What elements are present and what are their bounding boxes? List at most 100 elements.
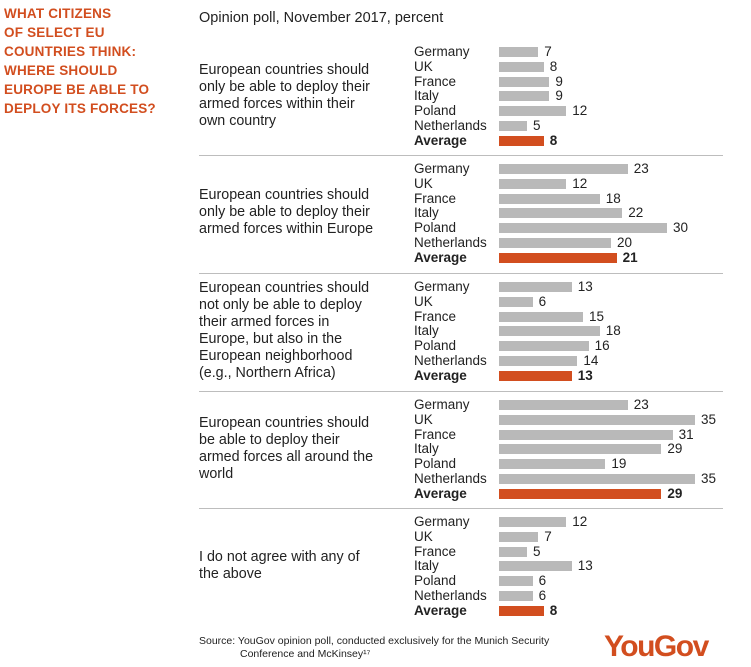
value-label: 19: [611, 456, 627, 472]
country-bar: [499, 561, 572, 572]
category-label: Average: [414, 132, 467, 148]
category-label: France: [414, 190, 457, 206]
question-line: European countries should: [199, 279, 370, 296]
category-label: UK: [414, 528, 433, 544]
question-line: be able to deploy their: [199, 431, 340, 448]
category-label: Poland: [414, 456, 457, 472]
country-bar: [499, 517, 567, 527]
value-label: 13: [577, 367, 593, 383]
value-label: 13: [577, 279, 593, 294]
category-label: Average: [414, 602, 467, 618]
panel-separator: [199, 508, 723, 509]
question-line: their armed forces in: [199, 313, 330, 330]
question-line: only be able to deploy their: [199, 78, 370, 95]
side-title-line: EUROPE BE ABLE TO: [4, 82, 150, 97]
category-label: UK: [414, 175, 433, 191]
category-label: France: [414, 308, 457, 324]
value-label: 23: [633, 161, 649, 176]
value-label: 7: [544, 528, 552, 544]
category-label: Poland: [414, 103, 457, 119]
value-label: 31: [678, 426, 694, 442]
question-line: European countries should: [199, 187, 370, 204]
value-label: 20: [617, 235, 633, 250]
value-label: 35: [701, 411, 717, 427]
value-label: 9: [555, 73, 563, 89]
category-label: Germany: [414, 514, 470, 529]
value-label: 6: [538, 573, 547, 589]
value-label: 23: [633, 397, 649, 412]
category-label: Netherlands: [414, 471, 487, 486]
country-bar: [499, 341, 589, 352]
country-bar: [499, 429, 673, 440]
side-title: WHAT CITIZENS OF SELECT EU COUNTRIES THINK…: [4, 4, 184, 118]
value-label: 12: [572, 103, 588, 119]
country-bar: [499, 121, 527, 131]
category-label: Germany: [414, 397, 470, 412]
category-label: Netherlands: [414, 588, 487, 603]
question-line: only be able to deploy their: [199, 204, 370, 221]
country-bar: [499, 76, 550, 87]
question-text: I do not agree with any of the above: [199, 549, 399, 583]
country-bar: [499, 444, 662, 455]
country-bar: [499, 61, 544, 72]
category-label: Italy: [414, 441, 439, 457]
value-label: 6: [538, 588, 547, 603]
panel-separator: [199, 155, 723, 156]
question-line: I do not agree with any of: [199, 548, 360, 565]
value-label: 8: [549, 602, 558, 618]
value-label: 16: [594, 338, 610, 354]
question-line: not only be able to deploy: [199, 296, 362, 313]
question-text: European countries should not only be abl…: [199, 280, 399, 382]
value-label: 9: [555, 88, 563, 104]
category-label: Netherlands: [414, 353, 487, 368]
source-note: Source: YouGov opinion poll, conducted e…: [199, 635, 549, 661]
category-label: UK: [414, 58, 433, 74]
category-label: Poland: [414, 573, 457, 589]
country-bar: [499, 459, 606, 470]
category-label: Italy: [414, 88, 439, 104]
category-label: Average: [414, 485, 467, 501]
category-label: Netherlands: [414, 235, 487, 250]
question-line: (e.g., Northern Africa): [199, 364, 336, 381]
question-line: European countries should: [199, 414, 370, 431]
category-label: France: [414, 73, 457, 89]
value-label: 18: [605, 323, 621, 339]
country-bar: [499, 531, 539, 542]
value-label: 7: [544, 44, 552, 59]
side-title-line: DEPLOY ITS FORCES?: [4, 101, 156, 116]
question-line: armed forces all around the: [199, 448, 374, 465]
yougov-logo: YouGov: [604, 630, 709, 663]
value-label: 35: [701, 471, 717, 486]
country-bar: [499, 106, 567, 117]
category-label: Poland: [414, 220, 457, 236]
category-label: Poland: [414, 338, 457, 354]
category-label: Germany: [414, 161, 470, 176]
average-bar: [499, 488, 662, 499]
value-label: 29: [667, 485, 683, 501]
country-bar: [499, 326, 600, 337]
country-bar: [499, 311, 583, 322]
average-bar: [499, 605, 544, 616]
question-line: European countries should: [199, 61, 370, 78]
question-line: Europe, but also in the: [199, 330, 343, 347]
value-label: 29: [667, 441, 683, 457]
panel-separator: [199, 391, 723, 392]
average-bar: [499, 135, 544, 146]
average-bar: [499, 370, 572, 381]
category-label: France: [414, 543, 457, 559]
country-bar: [499, 474, 695, 484]
question-line: European neighborhood: [199, 347, 353, 364]
value-label: 6: [538, 293, 547, 309]
country-bar: [499, 223, 667, 234]
source-line: Source: YouGov opinion poll, conducted e…: [199, 635, 550, 647]
country-bar: [499, 164, 628, 174]
category-label: Germany: [414, 279, 470, 294]
question-line: world: [199, 465, 234, 482]
chart-area: European countries should only be able to…: [199, 36, 723, 631]
country-bar: [499, 193, 600, 204]
question-text: European countries should be able to depl…: [199, 415, 399, 483]
country-bar: [499, 400, 628, 410]
value-label: 12: [572, 175, 588, 191]
category-label: Average: [414, 249, 467, 265]
category-label: Italy: [414, 205, 439, 221]
